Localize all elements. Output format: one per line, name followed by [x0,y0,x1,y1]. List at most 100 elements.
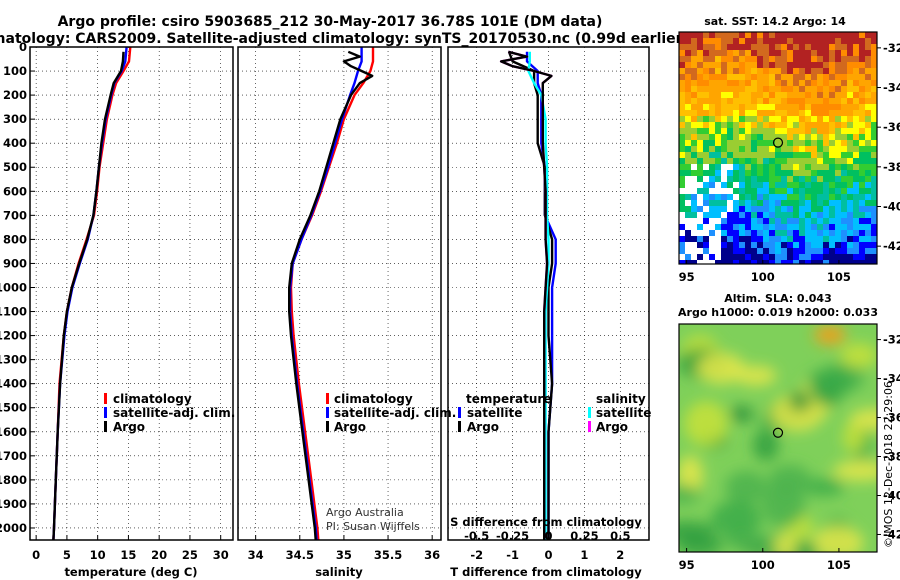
sst-cell [817,116,823,122]
sst-cell [865,218,871,224]
sst-cell [781,122,787,128]
sst-cell [697,146,703,152]
sst-cell [733,158,739,164]
x-tick-label: 25 [182,548,198,562]
sla-blob [832,460,877,482]
sst-cell [709,104,715,110]
sst-cell [817,62,823,68]
sst-cell [769,50,775,56]
sst-cell [787,134,793,140]
sst-cell [727,56,733,62]
sst-cell [763,188,769,194]
sst-cell [697,122,703,128]
temperature-x-ticks: 0 5 10 15 20 25 30 [32,535,229,562]
sst-cell [805,260,811,264]
sst-cell [691,74,697,80]
sst-cell [757,38,763,44]
sst-cell [721,152,727,158]
sst-cell [679,68,685,74]
legend-label-argo: Argo [334,420,366,434]
sst-cell [763,80,769,86]
sst-cell [751,236,757,242]
sst-cell [721,98,727,104]
sst-cell [679,38,685,44]
sst-cell [757,152,763,158]
sst-cell [715,98,721,104]
sst-cell [787,164,793,170]
sst-cell [769,212,775,218]
imos-timestamp: ©IMOS 12-Dec-2018 22:29:06 [882,381,895,548]
sst-cell [841,176,847,182]
x-tick-label: 10 [90,548,106,562]
sst-cell [829,98,835,104]
legend-swatch-argo [104,421,107,432]
sst-cell [793,236,799,242]
sst-cell [829,104,835,110]
x-tick-label: 0 [32,548,40,562]
sst-cell [769,128,775,134]
sst-cell [793,242,799,248]
sst-cell [727,92,733,98]
sst-cell [697,176,703,182]
sst-cell [715,80,721,86]
sst-cell [697,164,703,170]
sst-cell [799,176,805,182]
sst-cell [775,122,781,128]
sst-cell [871,56,877,62]
y-tick-label: 0 [19,40,27,54]
sst-cell [739,146,745,152]
sst-cell [715,74,721,80]
sst-cell [739,140,745,146]
sst-cell [733,50,739,56]
sst-cell [751,206,757,212]
sst-cell [859,152,865,158]
sst-cell [865,134,871,140]
sst-cell [709,68,715,74]
sst-cell [685,38,691,44]
sst-cell [853,188,859,194]
sst-cell [691,260,697,264]
sst-cell [811,170,817,176]
sst-cell [703,248,709,254]
sst-cell [745,152,751,158]
sst-cell [805,44,811,50]
sst-cell [715,116,721,122]
sst-cell [829,134,835,140]
sst-cell [721,170,727,176]
sst-cell [871,38,877,44]
sst-cell [709,152,715,158]
sst-cell [709,134,715,140]
sst-cell [787,230,793,236]
series-line-satellite-adj-clim- [52,46,128,541]
sst-cell [679,182,685,188]
sst-cell [763,170,769,176]
sst-cell [757,128,763,134]
sst-cell [685,248,691,254]
sst-cell [811,50,817,56]
sst-cell [865,80,871,86]
sst-cell [751,62,757,68]
sst-cell [853,152,859,158]
sst-cell [847,134,853,140]
sst-cell [859,176,865,182]
sst-cell [715,68,721,74]
sst-cell [865,242,871,248]
sst-cell [799,200,805,206]
sst-cell [799,110,805,116]
sst-cell [793,218,799,224]
sst-cell [709,200,715,206]
sst-cell [733,176,739,182]
sst-cell [811,134,817,140]
sst-cell [871,80,877,86]
sst-cell [745,50,751,56]
sst-cell [685,254,691,260]
sst-cell [721,32,727,38]
sst-cell [811,158,817,164]
sst-cell [847,206,853,212]
sst-cell [835,122,841,128]
sst-cell [751,32,757,38]
sst-cell [793,110,799,116]
sst-cell [715,86,721,92]
sst-cell [757,122,763,128]
sst-cell [703,62,709,68]
